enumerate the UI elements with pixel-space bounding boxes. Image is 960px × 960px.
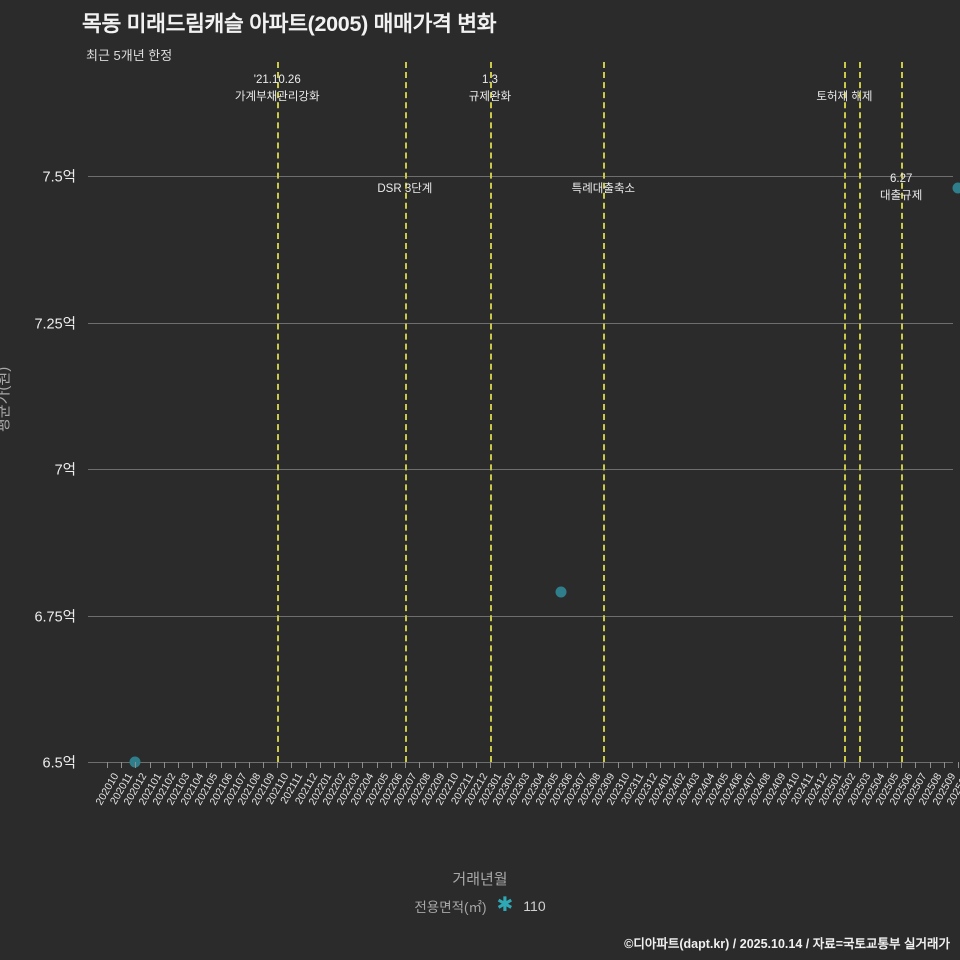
x-tick-mark [234, 762, 236, 768]
x-tick-mark [333, 762, 335, 768]
gridline [88, 469, 953, 470]
x-axis: 202010 202011 202012 202101 202102 202103 2021… [88, 762, 960, 872]
x-tick-mark [872, 762, 874, 768]
y-axis-label: 평균가(원) [0, 366, 12, 432]
x-tick-mark [475, 762, 477, 768]
x-tick-mark [489, 762, 491, 768]
event-line [844, 62, 847, 762]
chart-subtitle: 최근 5개년 한정 [86, 48, 173, 63]
event-line [901, 62, 904, 762]
x-tick-mark [702, 762, 704, 768]
x-tick-mark [447, 762, 449, 768]
y-tick-label: 7억 [54, 462, 76, 479]
event-annotation: 6.27 대출규제 [880, 173, 923, 202]
x-tick-mark [674, 762, 676, 768]
x-tick-mark [617, 762, 619, 768]
x-axis-label: 거래년월 [452, 871, 508, 888]
x-tick-mark [504, 762, 506, 768]
x-tick-mark [419, 762, 421, 768]
x-tick-mark [433, 762, 435, 768]
x-tick-mark [887, 762, 888, 768]
x-tick-mark [177, 762, 179, 768]
gridline [88, 322, 953, 324]
x-tick-mark [801, 762, 803, 768]
x-tick-mark [830, 762, 832, 768]
x-tick-mark [518, 762, 520, 768]
x-tick-mark [206, 762, 208, 768]
event-annotation: DSR 3단계 [377, 183, 433, 195]
x-tick-mark [263, 762, 265, 768]
page-title: 목동 미래드림캐슬 아파트(2005) 매매가격 변화 [82, 12, 497, 36]
x-tick-mark [901, 762, 903, 768]
x-tick-mark [532, 762, 534, 768]
asterisk-marker-icon: ✱ [496, 894, 514, 916]
y-tick-label: 6.75억 [34, 609, 76, 625]
x-tick-mark [816, 762, 818, 768]
event-annotation: 1.3 규제완화 [468, 74, 512, 103]
y-tick-label: 7.5억 [42, 169, 77, 186]
x-tick-mark [107, 762, 109, 768]
footer-credit: ©디아파트(dapt.kr) / 2025.10.14 / 자료=국토교통부 실… [624, 937, 950, 951]
event-line [858, 62, 861, 762]
legend-value: 110 [523, 898, 546, 914]
y-tick-label: 6.5억 [42, 755, 77, 772]
x-tick-mark [787, 762, 789, 768]
x-tick-mark [575, 762, 577, 768]
x-tick-mark [844, 762, 846, 768]
x-tick-mark [121, 762, 123, 768]
x-tick-mark [759, 762, 761, 768]
x-tick-mark [745, 762, 747, 768]
legend-title: 전용면적(㎡) [414, 900, 487, 915]
x-tick-mark [858, 762, 860, 768]
data-point[interactable] [555, 586, 567, 598]
x-tick-mark [631, 762, 633, 768]
x-tick-mark [660, 762, 662, 768]
x-tick-mark [716, 762, 718, 768]
x-tick-mark [404, 762, 406, 768]
event-line [489, 62, 492, 762]
x-tick-mark [731, 762, 733, 768]
gridline [88, 762, 953, 763]
x-tick-mark [773, 762, 775, 768]
event-annotation: 토허제 해제 [816, 91, 873, 103]
x-tick-mark [305, 762, 307, 768]
x-tick-mark [362, 762, 364, 768]
x-tick-mark [589, 762, 591, 768]
x-tick-mark [461, 762, 463, 768]
x-tick-mark [163, 762, 165, 768]
x-tick-mark [943, 762, 945, 768]
x-tick-mark [135, 762, 137, 768]
x-tick-mark [546, 762, 548, 768]
event-line [277, 62, 280, 762]
x-tick-mark [149, 762, 151, 768]
x-tick-mark [348, 762, 350, 768]
x-tick-mark [277, 762, 279, 768]
legend: 전용면적(㎡) ✱ 110 [0, 894, 960, 916]
x-tick-mark [603, 762, 605, 768]
x-tick-mark [390, 762, 392, 768]
gridline [88, 615, 953, 617]
x-tick-mark [220, 762, 222, 768]
x-tick-mark [248, 762, 250, 768]
x-tick-mark [957, 762, 959, 768]
event-line [603, 62, 606, 762]
x-tick-mark [319, 762, 321, 768]
x-tick-mark [688, 762, 690, 768]
event-annotation: '21.10.26 가계부채관리강화 [234, 74, 320, 103]
event-line [404, 62, 407, 762]
x-tick-mark [915, 762, 917, 768]
event-annotation: 특례대출축소 [571, 183, 636, 195]
x-tick-mark [192, 762, 194, 768]
x-tick-mark [560, 762, 562, 768]
x-tick-mark [645, 762, 647, 768]
y-tick-label: 7.25억 [34, 316, 76, 332]
gridline [88, 176, 953, 177]
data-point[interactable] [952, 182, 960, 194]
x-tick-mark [376, 762, 378, 768]
x-tick-mark [929, 762, 931, 768]
x-tick-mark [291, 762, 293, 768]
